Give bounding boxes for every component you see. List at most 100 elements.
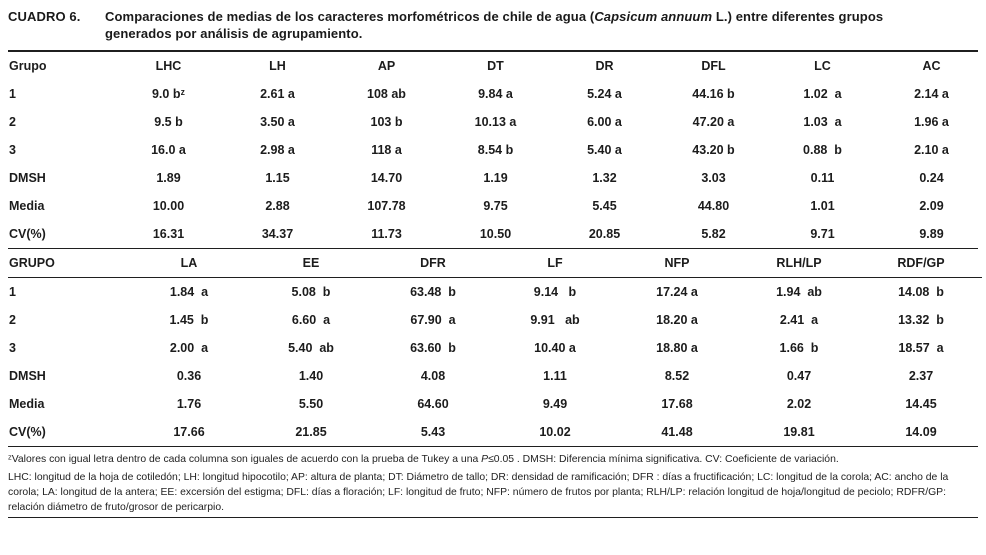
horizontal-rule — [8, 50, 978, 52]
table-row: 3 2.00 a 5.40 ab 63.60 b 10.40 a 18.80 a 1.66 … — [8, 334, 982, 362]
table-cell: 44.80 — [697, 198, 730, 213]
table-cell: 44.16 b — [692, 86, 735, 101]
table-cell: 9.14 b — [533, 284, 577, 299]
table-cell: 5.40 ab — [288, 340, 334, 355]
row-label: 3 — [9, 340, 16, 355]
table-row: Media 10.00 2.88 107.78 9.75 5.45 44.80 1.01 2.0… — [8, 192, 986, 220]
horizontal-rule — [8, 446, 978, 447]
table-cell: 3.50 a — [260, 114, 295, 129]
table-cell: 18.57 a — [898, 340, 944, 355]
table-cell: 14.09 — [905, 424, 937, 439]
table-cell: 4.08 — [420, 368, 446, 383]
table-row: 2 9.5 b 3.50 a 103 b 10.13 a 6.00 a 47.20 a 1.0… — [8, 108, 986, 136]
table-cell: 20.85 — [588, 226, 621, 241]
table-row: CV(%) 16.31 34.37 11.73 10.50 20.85 5.82 9.71 9.… — [8, 220, 986, 248]
header-row: Grupo LHC LH AP DT DR DFL LC AC — [8, 52, 986, 80]
table-cell: 0.11 — [810, 170, 835, 185]
table-cell: 2.41 a — [779, 312, 819, 327]
row-label: Media — [9, 396, 45, 411]
table-cell: 9.71 — [810, 226, 835, 241]
tukey-footnote: ᶻValores con igual letra dentro de cada … — [8, 452, 978, 467]
column-header: LH — [269, 58, 286, 73]
table-cell: 2.61 a — [260, 86, 295, 101]
column-header: DFR — [372, 249, 494, 278]
row-label: CV(%) — [9, 424, 46, 439]
table-cell: 17.24 a — [656, 284, 698, 299]
table-cell: 17.68 — [661, 396, 693, 411]
table-cell: 1.11 — [543, 368, 567, 383]
table-row: 1 1.84 a 5.08 b 63.48 b 9.14 b 17.24 a 1.94 ab… — [8, 278, 982, 307]
table-cell: 118 a — [371, 142, 402, 157]
table-cell: 1.84 a — [169, 284, 209, 299]
table-cell: 5.40 a — [587, 142, 622, 157]
row-label: 2 — [9, 312, 16, 327]
table-cell: 21.85 — [295, 424, 327, 439]
table-row: CV(%) 17.66 21.85 5.43 10.02 41.48 19.81 14.09 — [8, 418, 982, 446]
table-cell: 19.81 — [783, 424, 815, 439]
row-label: 3 — [9, 142, 16, 157]
table-cell: 5.82 — [701, 226, 726, 241]
table-cell: 9.84 a — [478, 86, 513, 101]
group-column-header: GRUPO — [8, 249, 128, 278]
table-cell: 34.37 — [261, 226, 294, 241]
horizontal-rule — [8, 248, 978, 249]
table-cell: 1.89 — [156, 170, 181, 185]
table-cell: 1.76 — [176, 396, 202, 411]
column-header: RLH/LP — [738, 249, 860, 278]
column-header: DT — [487, 58, 504, 73]
table-cell: 8.54 b — [477, 142, 514, 157]
table-cell: 14.45 — [905, 396, 937, 411]
table-row: DMSH 1.89 1.15 14.70 1.19 1.32 3.03 0.11 0.24 — [8, 164, 986, 192]
table-cell: 108 ab — [367, 86, 406, 101]
column-header: LF — [494, 249, 616, 278]
column-header: NFP — [616, 249, 738, 278]
row-label: CV(%) — [9, 226, 46, 241]
table-cell: 16.31 — [152, 226, 185, 241]
table-cell: 5.08 b — [291, 284, 331, 299]
table-cell: 0.47 — [786, 368, 812, 383]
table-cell: 1.40 — [298, 368, 324, 383]
column-header: LC — [814, 58, 831, 73]
column-header: RDF/GP — [860, 249, 982, 278]
table-cell: 2.02 — [786, 396, 812, 411]
table-cell: 1.45 b — [169, 312, 209, 327]
caption-line2: generados por análisis de agrupamiento. — [105, 25, 363, 41]
table-cell: 2.00 a — [169, 340, 209, 355]
row-label: 2 — [9, 114, 16, 129]
table-cell: 9.91 ab — [530, 312, 580, 327]
table-cell: 43.20 b — [692, 142, 735, 157]
table-cell: 1.32 — [592, 170, 617, 185]
caption-label: CUADRO 6. — [8, 9, 81, 24]
header-row: GRUPO LA EE DFR LF NFP RLH/LP RDF/GP — [8, 249, 982, 278]
table-cell: 1.19 — [483, 170, 508, 185]
table-cell: 3.03 — [701, 170, 726, 185]
caption-text: Comparaciones de medias de los caractere… — [105, 9, 978, 42]
row-label: 1 — [9, 86, 16, 101]
column-header: DR — [595, 58, 614, 73]
table-cell: 9.89 — [919, 226, 944, 241]
table-cell: 2.98 a — [260, 142, 295, 157]
table-cell: 0.36 — [176, 368, 202, 383]
table-cell: 2.37 — [908, 368, 934, 383]
table-cell: 103 b — [370, 114, 403, 129]
table-cell: 1.15 — [265, 170, 290, 185]
table-row: DMSH 0.36 1.40 4.08 1.11 8.52 0.47 2.37 — [8, 362, 982, 390]
table-cell: 11.73 — [371, 226, 402, 241]
table-cell: 1.02 a — [803, 86, 842, 101]
table-cell: 5.45 — [592, 198, 617, 213]
table-cell: 9.75 — [483, 198, 508, 213]
table-cell: 9.5 b — [154, 114, 183, 129]
table-cell: 16.0 a — [151, 142, 186, 157]
table-cell: 1.96 a — [914, 114, 949, 129]
table-cell: 17.66 — [173, 424, 205, 439]
abbreviations-footnote: LHC: longitud de la hoja de cotiledón; L… — [8, 472, 949, 513]
table-cell: 1.03 a — [803, 114, 842, 129]
horizontal-rule — [8, 517, 978, 518]
table-cell: 1.01 — [810, 198, 835, 213]
table-cell: 10.02 — [539, 424, 571, 439]
table-row: Media 1.76 5.50 64.60 9.49 17.68 2.02 14.45 — [8, 390, 982, 418]
table-cell: 6.00 a — [587, 114, 622, 129]
table-cell: 2.09 — [919, 198, 944, 213]
column-header: LHC — [155, 58, 182, 73]
table-cell: 10.00 — [152, 198, 185, 213]
